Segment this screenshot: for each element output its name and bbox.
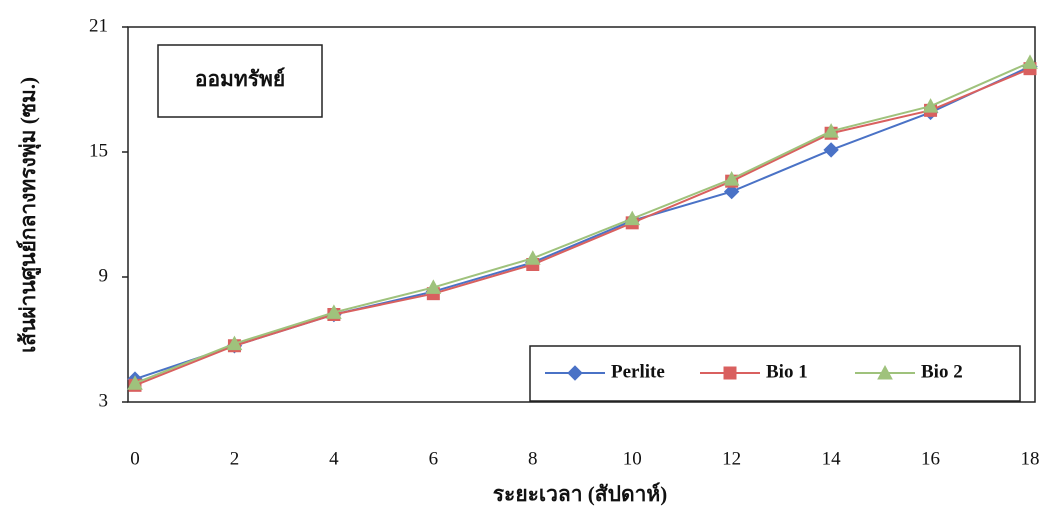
triangle-marker bbox=[624, 210, 641, 226]
triangle-marker bbox=[723, 171, 740, 186]
triangle-marker bbox=[823, 123, 839, 138]
plot-frame bbox=[127, 26, 1036, 403]
x-tick-label: 2 bbox=[230, 448, 240, 469]
triangle-marker bbox=[877, 364, 893, 380]
y-tick-label: 9 bbox=[99, 265, 109, 286]
legend-box bbox=[529, 345, 1021, 402]
y-tick-label: 3 bbox=[99, 390, 109, 411]
series-line bbox=[134, 67, 1031, 387]
series-line bbox=[134, 61, 1031, 385]
diamond-marker bbox=[823, 142, 839, 158]
x-tick-label: 0 bbox=[130, 448, 140, 469]
x-tick-label: 8 bbox=[528, 448, 538, 469]
x-tick-label: 16 bbox=[921, 448, 940, 469]
legend-label: Bio 2 bbox=[921, 361, 963, 382]
legend-label: Bio 1 bbox=[766, 361, 808, 382]
legend-label: Perlite bbox=[611, 361, 665, 382]
triangle-marker bbox=[127, 375, 143, 390]
y-tick-label: 21 bbox=[89, 15, 108, 36]
triangle-marker bbox=[1022, 54, 1038, 69]
x-tick-label: 10 bbox=[623, 448, 642, 469]
y-axis-title: เส้นผ่านศูนย์กลางทรงพุ่ม (ซม.) bbox=[16, 77, 42, 353]
triangle-marker bbox=[524, 250, 541, 265]
triangle-marker bbox=[326, 304, 342, 319]
diamond-marker bbox=[723, 183, 740, 200]
x-axis-title: ระยะเวลา (สัปดาห์) bbox=[493, 482, 667, 506]
x-tick-label: 14 bbox=[822, 448, 842, 469]
y-tick-label: 15 bbox=[89, 140, 108, 161]
annotation-box bbox=[157, 44, 323, 118]
square-marker bbox=[723, 366, 737, 380]
x-tick-label: 4 bbox=[329, 448, 339, 469]
triangle-marker bbox=[425, 279, 442, 294]
diamond-marker bbox=[567, 365, 583, 381]
x-tick-label: 18 bbox=[1021, 448, 1040, 469]
x-tick-label: 6 bbox=[429, 448, 439, 469]
annotation: ออมทรัพย์ bbox=[195, 67, 285, 91]
x-tick-label: 12 bbox=[722, 448, 741, 469]
triangle-marker bbox=[226, 335, 243, 351]
triangle-marker bbox=[922, 98, 939, 113]
